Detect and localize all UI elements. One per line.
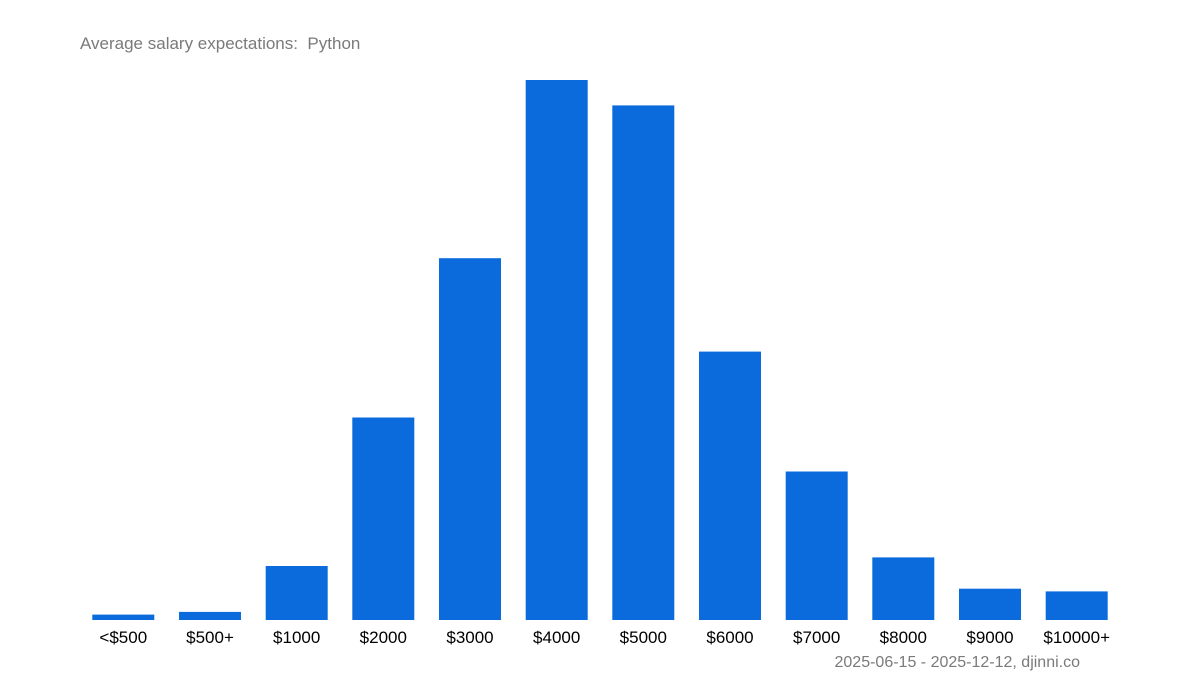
x-tick-label-6: $5000 [620, 628, 667, 647]
bar-11 [1045, 591, 1108, 620]
x-tick-label-8: $7000 [793, 628, 840, 647]
bar-5 [525, 80, 588, 620]
x-tick-label-4: $3000 [446, 628, 493, 647]
bar-6 [612, 105, 675, 620]
x-tick-label-11: $10000+ [1043, 628, 1110, 647]
x-tick-label-2: $1000 [273, 628, 320, 647]
x-tick-label-5: $4000 [533, 628, 580, 647]
bar-9 [872, 557, 935, 620]
x-tick-label-3: $2000 [360, 628, 407, 647]
bar-10 [959, 588, 1021, 620]
bar-7 [699, 351, 761, 620]
bar-3 [352, 417, 415, 620]
bars-layer [92, 80, 1108, 620]
x-tick-label-10: $9000 [966, 628, 1013, 647]
x-tick-labels: <$500 $500+ $1000 $2000 $3000 $4000 $5000 $6000… [99, 628, 1110, 647]
bar-0 [92, 614, 155, 620]
bar-2 [265, 566, 328, 620]
bar-1 [179, 611, 241, 620]
x-tick-label-0: <$500 [99, 628, 147, 647]
x-tick-label-7: $6000 [706, 628, 753, 647]
chart-title: Average salary expectations: Python [80, 34, 361, 53]
bar-8 [785, 471, 848, 620]
x-tick-label-1: $500+ [186, 628, 234, 647]
chart-footer-date-range: 2025-06-15 - 2025-12-12, djinni.co [834, 654, 1081, 671]
bar-4 [439, 258, 501, 620]
x-tick-label-9: $8000 [880, 628, 927, 647]
